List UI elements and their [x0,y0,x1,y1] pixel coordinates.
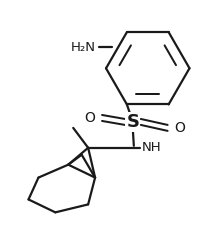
Text: O: O [175,121,185,135]
Text: H₂N: H₂N [71,41,96,54]
Text: NH: NH [142,141,161,154]
Text: S: S [126,113,139,131]
Text: O: O [84,111,95,125]
